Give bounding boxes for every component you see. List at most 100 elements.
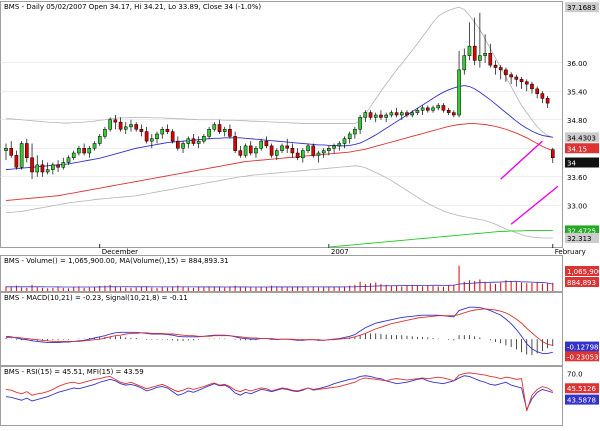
candle-body <box>61 162 66 168</box>
candle-body <box>212 124 217 130</box>
candle-body <box>30 157 34 173</box>
candle-body <box>420 107 425 111</box>
mfi-line <box>5 375 553 411</box>
price-tick-label: 33.60 <box>567 174 587 182</box>
candle-body <box>483 53 487 56</box>
candle-body <box>337 143 342 147</box>
candle-body <box>363 112 368 118</box>
price-badge-ma200: 32.4725 <box>567 227 596 235</box>
macd-line <box>5 306 553 354</box>
price-badge-bb-lower-bg <box>565 233 599 244</box>
candle-body <box>530 83 534 90</box>
volume-ma-line <box>6 280 553 288</box>
candle-body <box>207 129 211 137</box>
candle-body <box>9 148 14 156</box>
candle-body <box>155 133 159 139</box>
price-badge-ma200-bg <box>565 225 599 236</box>
candle-body <box>321 150 326 154</box>
candle-body <box>316 152 321 156</box>
candle-body <box>25 143 29 158</box>
candle-body <box>248 145 253 154</box>
candle-body <box>274 150 279 156</box>
candle-body <box>191 138 196 144</box>
price-title: BMS - Daily 05/02/2007 Open 34.17, Hi 34… <box>4 3 261 11</box>
x-axis-label: 2007 <box>331 248 349 256</box>
candle-body <box>181 143 185 149</box>
candle-body <box>347 133 352 139</box>
trend-line-2 <box>510 185 559 225</box>
mfi-badge-bg <box>565 394 599 405</box>
candle-body <box>134 124 139 130</box>
candle-body <box>446 110 451 113</box>
candle-body <box>170 131 175 142</box>
candle-body <box>97 136 102 144</box>
bollinger-lower-line <box>6 165 553 239</box>
candle-body <box>56 164 60 168</box>
panel-frame-price <box>0 1 563 248</box>
candle-body <box>436 105 441 109</box>
candle-body <box>40 164 45 173</box>
price-tick-label: 33.00 <box>567 202 587 210</box>
macd-badge-bg <box>565 341 599 352</box>
price-badge-close-bg <box>565 157 599 168</box>
candle-body <box>149 138 154 142</box>
x-axis-label: February <box>555 248 586 256</box>
rsi-title: BMS - RSI(15) = 45.51, MFI(15) = 43.59 <box>4 368 144 376</box>
price-tick-label: 34.80 <box>567 117 587 125</box>
panel-frame-rsi <box>0 366 563 426</box>
candle-body <box>353 129 357 135</box>
candle-body <box>66 157 71 163</box>
candle-body <box>472 45 477 61</box>
candle-body <box>165 129 170 132</box>
candle-body <box>129 124 133 128</box>
candle-body <box>384 114 388 118</box>
candle-body <box>139 129 144 132</box>
rsi-line <box>5 372 554 412</box>
price-badge-ma50: 34.15 <box>567 145 587 153</box>
candle-body <box>509 74 513 78</box>
candle-body <box>514 76 519 80</box>
bollinger-upper-line <box>6 6 553 138</box>
candle-body <box>301 150 305 158</box>
candle-body <box>222 129 227 132</box>
volume-title: BMS - Volume() = 1,065,900.00, MA(Volume… <box>4 257 229 265</box>
candle-body <box>196 140 201 144</box>
candle-body <box>233 136 237 151</box>
candle-body <box>123 126 128 130</box>
macd-badge: -0.12798 <box>567 344 598 352</box>
candle-body <box>259 140 263 149</box>
candle-body <box>457 69 461 116</box>
candle-body <box>19 143 24 168</box>
candle-body <box>399 112 404 116</box>
candle-body <box>550 149 555 159</box>
candle-body <box>379 114 383 118</box>
candle-body <box>441 105 446 111</box>
volume-ma-badge: 884,893 <box>567 279 596 287</box>
price-badge-ma50-bg <box>565 143 599 154</box>
candle-body <box>35 164 40 173</box>
ma200-line <box>328 229 553 248</box>
candle-body <box>488 53 493 66</box>
candle-body <box>524 81 529 85</box>
candle-body <box>467 45 472 56</box>
candle-body <box>540 93 545 99</box>
candle-body <box>14 155 19 168</box>
panel-frame-macd <box>0 292 563 366</box>
candle-body <box>452 112 456 116</box>
macd-signal-line <box>6 308 553 346</box>
signal-badge: -0.23053 <box>567 353 598 361</box>
candle-body <box>425 107 430 111</box>
candle-body <box>51 164 55 170</box>
candle-body <box>186 138 191 144</box>
candle-body <box>217 124 222 132</box>
candle-body <box>493 64 498 68</box>
candle-body <box>327 148 331 151</box>
candle-body <box>254 148 258 154</box>
candle-body <box>176 140 180 149</box>
price-badge-high-bg <box>565 2 599 13</box>
ma50-line <box>5 123 553 201</box>
candle-body <box>285 145 290 149</box>
candle-body <box>373 114 378 118</box>
panel-frame-vol <box>0 255 563 292</box>
